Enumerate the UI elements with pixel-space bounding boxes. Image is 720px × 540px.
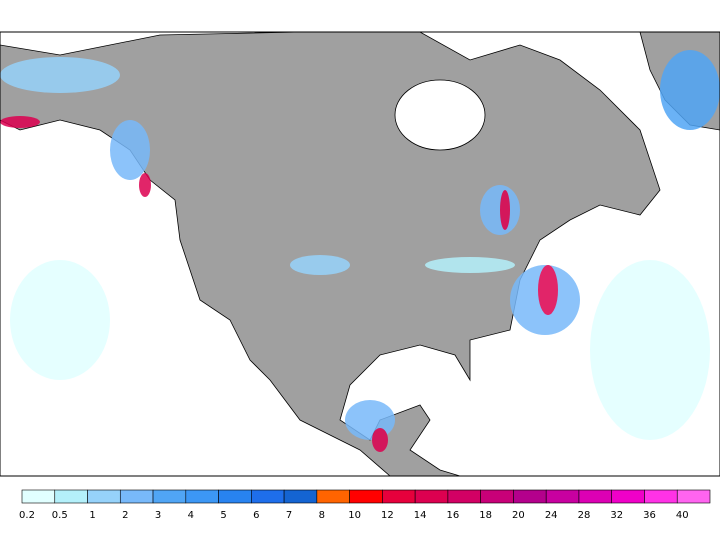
color-swatch	[152, 489, 187, 504]
color-label: 28	[578, 510, 591, 521]
color-label: 4	[188, 510, 194, 521]
color-swatch	[218, 489, 252, 504]
color-label: 20	[512, 510, 525, 521]
color-swatch	[480, 489, 514, 504]
precip-area	[290, 255, 350, 275]
color-label: 1	[89, 510, 95, 521]
precip-area	[660, 50, 720, 130]
color-swatch	[316, 489, 350, 504]
color-label: 8	[319, 510, 325, 521]
color-swatch	[185, 489, 219, 504]
color-swatch	[349, 489, 383, 504]
landmass	[0, 31, 661, 477]
color-label: 36	[643, 510, 656, 521]
precip-area	[0, 57, 120, 93]
color-bar: 0.2 0.5 1 2 3 4 5 6 7 8 10 12 14 16 18 20 24 28 32 36 40	[19, 489, 711, 521]
precip-area	[139, 173, 151, 197]
color-label: 32	[610, 510, 623, 521]
color-swatch	[382, 489, 416, 504]
color-label: 24	[545, 510, 558, 521]
color-label: 7	[286, 510, 292, 521]
precip-area	[538, 265, 558, 315]
map	[0, 31, 720, 477]
color-label: 12	[381, 510, 394, 521]
color-swatch	[54, 489, 88, 504]
color-label: 5	[220, 510, 226, 521]
color-swatch	[611, 489, 645, 504]
color-label: 2	[122, 510, 128, 521]
color-label: 3	[155, 510, 161, 521]
color-label: 14	[414, 510, 427, 521]
precip-area	[372, 428, 388, 452]
hudson-bay	[394, 79, 486, 151]
precip-area	[425, 257, 515, 273]
map-frame	[0, 31, 720, 477]
color-swatch	[251, 489, 285, 504]
color-swatch	[283, 489, 318, 504]
color-swatch	[676, 489, 711, 504]
precip-area	[590, 260, 710, 440]
color-swatch	[87, 489, 121, 504]
precip-area	[345, 400, 395, 440]
color-swatch	[414, 489, 449, 504]
color-swatch	[578, 489, 613, 504]
color-label: 0.5	[52, 510, 68, 521]
color-label: 0.2	[19, 510, 35, 521]
precip-area	[0, 116, 40, 128]
precip-area	[500, 190, 510, 230]
precipitation	[0, 50, 720, 452]
color-swatch	[119, 489, 154, 504]
precip-area	[110, 120, 150, 180]
color-label: 18	[479, 510, 492, 521]
color-swatch	[447, 489, 481, 504]
color-label: 6	[253, 510, 259, 521]
color-swatch	[21, 489, 56, 504]
color-swatch	[513, 489, 547, 504]
color-label: 10	[348, 510, 361, 521]
color-swatch	[644, 489, 678, 504]
color-swatch	[545, 489, 580, 504]
color-label: 16	[447, 510, 460, 521]
precip-area	[10, 260, 110, 380]
color-label: 40	[676, 510, 689, 521]
